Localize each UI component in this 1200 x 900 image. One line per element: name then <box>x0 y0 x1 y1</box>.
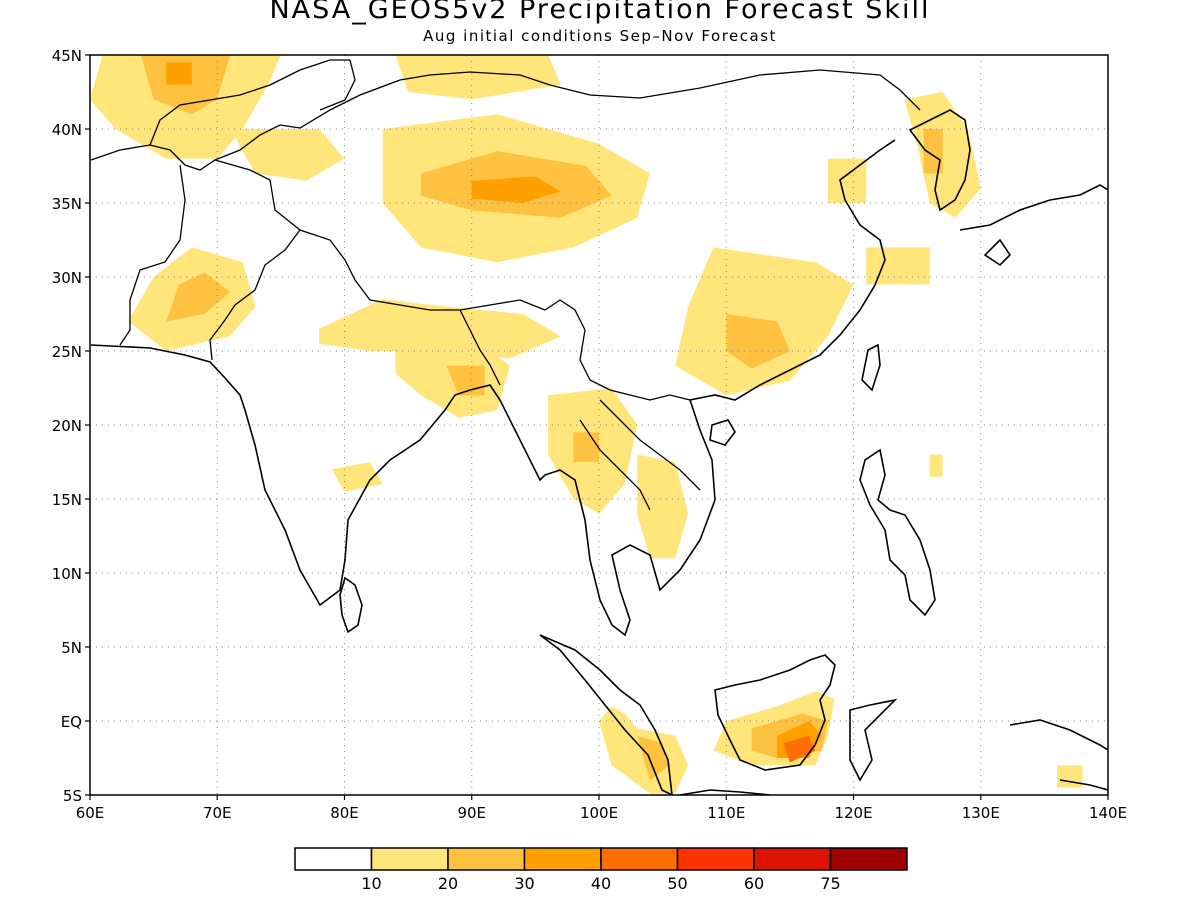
colorbar-label: 10 <box>361 874 381 893</box>
map-subtitle: Aug initial conditions Sep–Nov Forecast <box>423 27 777 45</box>
colorbar-label: 50 <box>667 874 687 893</box>
skill-region-18 <box>923 129 943 174</box>
skill-region-2 <box>166 62 192 85</box>
country-borders <box>90 59 921 511</box>
axis-ticks: 60E 70E 80E 90E 100E 110E 120E 130E 140E 45N 40N 35… <box>52 47 1127 822</box>
lat-tick-label: 15N <box>52 491 82 509</box>
sulawesi-coastline <box>849 698 898 782</box>
lon-tick-label: 70E <box>203 804 232 822</box>
skill-region-15 <box>828 158 867 203</box>
colorbar-swatch-7 <box>829 847 908 871</box>
lon-tick-label: 80E <box>330 804 359 822</box>
java-coastline <box>679 789 771 795</box>
colorbar-swatch-4 <box>600 847 679 871</box>
sumatra-coastline <box>539 634 673 795</box>
skill-region-29 <box>929 454 943 477</box>
colorbar-swatch-6 <box>753 847 832 871</box>
lon-tick-label: 60E <box>76 804 105 822</box>
lat-tick-label: 25N <box>52 343 82 361</box>
skill-shading-layer <box>90 55 1083 794</box>
lat-tick-label: 5N <box>61 639 82 657</box>
skill-region-30 <box>1057 765 1083 788</box>
skill-region-20 <box>573 432 599 462</box>
skill-region-10 <box>319 299 561 359</box>
sri-lanka-coastline <box>339 576 363 634</box>
colorbar-swatch-2 <box>447 847 526 871</box>
lon-tick-label: 130E <box>962 804 1000 822</box>
colorbar-label: 60 <box>744 874 764 893</box>
lat-tick-label: 30N <box>52 269 82 287</box>
lon-tick-label: 90E <box>457 804 486 822</box>
japan-coastline <box>959 184 1108 267</box>
colorbar: 10 20 30 40 50 60 75 <box>294 847 908 893</box>
lat-tick-label: 45N <box>52 47 82 65</box>
skill-region-24 <box>637 735 669 781</box>
colorbar-swatch-3 <box>523 847 602 871</box>
lat-tick-label: EQ <box>61 713 82 731</box>
lat-tick-label: 35N <box>52 195 82 213</box>
skill-region-7 <box>471 176 561 203</box>
colorbar-swatch-1 <box>370 847 449 871</box>
indochina-coastline <box>544 139 896 637</box>
borneo-coastline <box>714 654 836 771</box>
lat-tick-label: 10N <box>52 565 82 583</box>
lon-tick-label: 140E <box>1089 804 1127 822</box>
lat-tick-label: 5S <box>63 787 82 805</box>
india-coastline <box>90 344 546 607</box>
colorbar-swatch-0 <box>294 847 373 871</box>
lat-tick-label: 20N <box>52 417 82 435</box>
colorbar-swatch-5 <box>676 847 755 871</box>
skill-region-3 <box>230 129 345 181</box>
skill-region-14 <box>726 314 790 369</box>
korea-coastline <box>908 109 971 212</box>
colorbar-label: 75 <box>820 874 840 893</box>
lon-tick-label: 120E <box>834 804 872 822</box>
new-guinea-coastline <box>1009 719 1108 791</box>
colorbar-label: 20 <box>438 874 458 893</box>
coastlines-and-borders <box>90 59 1108 795</box>
philippines-coastline <box>859 448 936 617</box>
skill-region-21 <box>637 454 689 559</box>
skill-region-16 <box>866 247 930 285</box>
lon-tick-label: 100E <box>580 804 618 822</box>
colorbar-label: 30 <box>514 874 534 893</box>
lat-tick-label: 40N <box>52 121 82 139</box>
skill-region-4 <box>395 55 561 100</box>
skill-region-28 <box>783 735 816 763</box>
lon-tick-label: 110E <box>707 804 745 822</box>
taiwan-coastline <box>861 343 881 392</box>
skill-region-9 <box>166 272 230 322</box>
colorbar-label: 40 <box>591 874 611 893</box>
hainan-coastline <box>709 419 736 446</box>
map-title: NASA_GEOS5v2 Precipitation Forecast Skil… <box>269 0 931 25</box>
